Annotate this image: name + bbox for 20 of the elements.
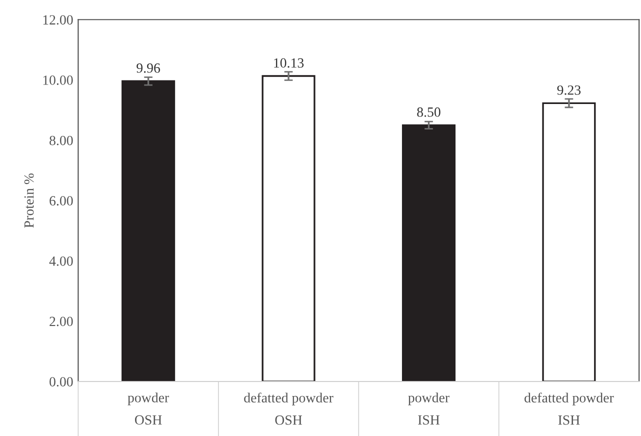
y-tick-label: 6.00 [50, 196, 73, 206]
bar [542, 102, 596, 382]
y-axis-title: Protein % [24, 173, 34, 228]
data-label: 9.23 [557, 85, 581, 95]
y-tick-label: 4.00 [49, 256, 73, 266]
x-tick-label: defatted powder ISH [524, 392, 614, 425]
y-tick-label: 8.00 [50, 136, 73, 146]
x-tick-label: defatted powder OSH [244, 392, 334, 425]
y-tick-label: 12.00 [43, 15, 73, 25]
y-tick-label: 0.00 [50, 377, 73, 387]
bar [402, 124, 456, 382]
x-tick-label: powder ISH [408, 392, 450, 425]
bar [122, 80, 176, 382]
x-tick-label: powder OSH [128, 392, 170, 425]
data-label: 8.50 [417, 107, 440, 117]
data-label: 9.96 [136, 63, 160, 73]
y-tick-label: 2.00 [50, 316, 73, 326]
y-tick-label: 10.00 [43, 76, 73, 85]
data-label: 10.13 [274, 58, 304, 68]
bar [262, 75, 316, 382]
